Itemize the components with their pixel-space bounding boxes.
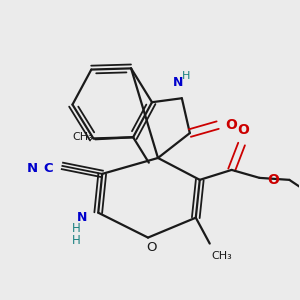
Text: H: H — [72, 222, 81, 235]
Text: CH₃: CH₃ — [73, 132, 93, 142]
Text: N: N — [27, 162, 38, 176]
Text: N: N — [173, 76, 183, 89]
Text: H: H — [72, 234, 81, 247]
Text: O: O — [147, 241, 157, 254]
Text: N: N — [77, 211, 88, 224]
Text: H: H — [182, 71, 190, 81]
Text: O: O — [268, 173, 279, 187]
Text: C: C — [44, 162, 53, 176]
Text: CH₃: CH₃ — [212, 250, 232, 260]
Text: O: O — [238, 123, 250, 137]
Text: O: O — [226, 118, 238, 132]
